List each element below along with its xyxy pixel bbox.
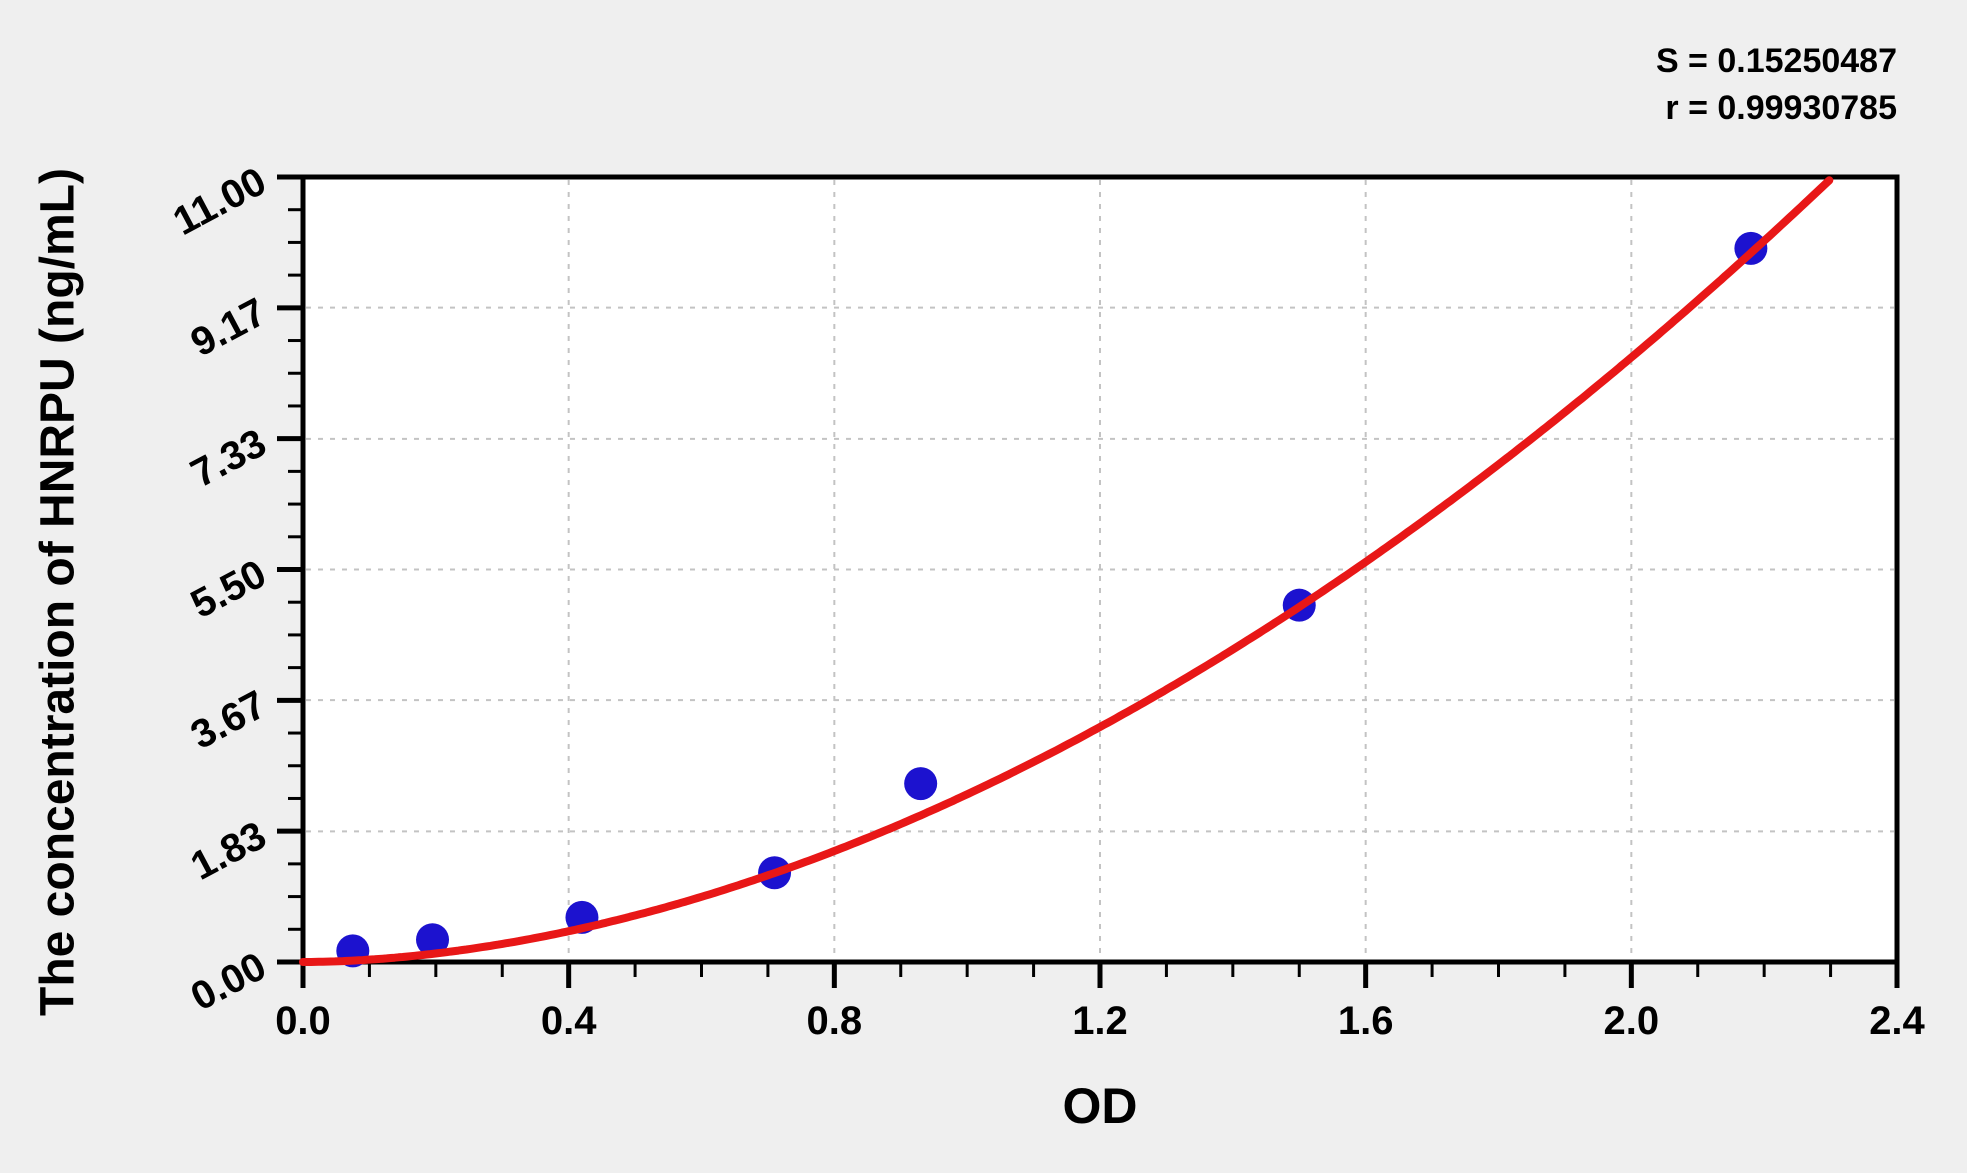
x-tick-label: 2.0 [1604, 999, 1660, 1043]
y-tick-label: 3.67 [184, 682, 273, 757]
y-tick-label: 5.50 [184, 552, 273, 627]
x-tick-label: 1.6 [1338, 999, 1394, 1043]
y-tick-label: 7.33 [184, 421, 273, 496]
y-tick-label: 11.00 [166, 159, 273, 244]
y-tick-label: 1.83 [184, 813, 273, 888]
fit-curve [299, 176, 1834, 966]
y-tick-label: 9.17 [184, 290, 273, 365]
x-tick-label: 0.4 [541, 999, 597, 1043]
data-point [904, 767, 938, 801]
stats-r-line: r = 0.99930785 [1665, 89, 1897, 127]
x-tick-label: 0.0 [275, 999, 331, 1043]
stats-s-line: S = 0.15250487 [1655, 42, 1897, 80]
x-tick-label: 2.4 [1869, 999, 1925, 1043]
data-point [416, 923, 450, 957]
stats-annotation: S = 0.15250487 r = 0.99930785 [1656, 38, 1897, 132]
x-axis-title: OD [1062, 1078, 1138, 1134]
x-tick-label: 1.2 [1072, 999, 1128, 1043]
x-tick-label: 0.8 [807, 999, 863, 1043]
y-tick-label: 0.00 [184, 944, 273, 1019]
